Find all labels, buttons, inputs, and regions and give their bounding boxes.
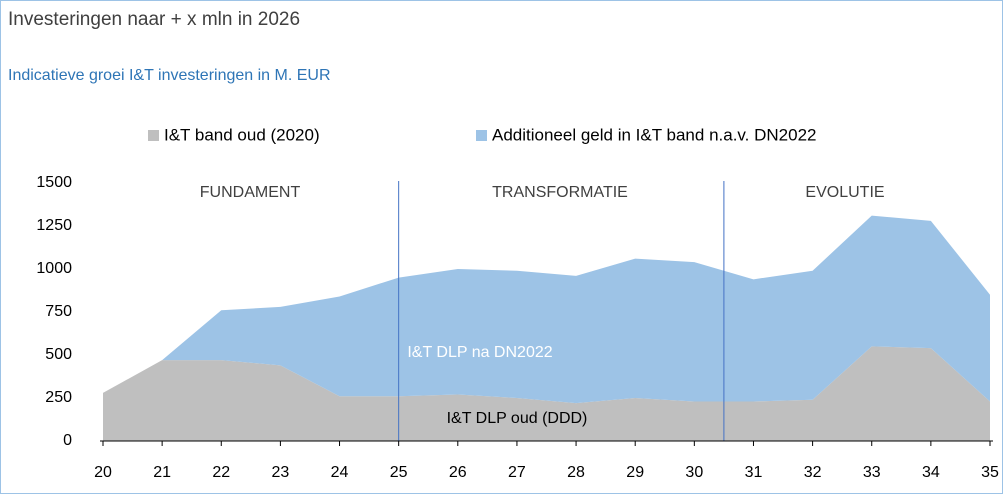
chart-subtitle: Indicatieve groei I&T investeringen in M…	[8, 67, 331, 84]
x-tick-label: 27	[508, 464, 526, 481]
x-tick-label: 28	[567, 464, 585, 481]
chart-title: Investeringen naar + x mln in 2026	[8, 9, 300, 30]
legend-swatch	[148, 130, 159, 141]
x-tick-label: 21	[153, 464, 171, 481]
x-tick-label: 24	[331, 464, 349, 481]
x-tick-label: 31	[745, 464, 763, 481]
legend-swatch	[476, 130, 487, 141]
legend-label: I&T band oud (2020)	[164, 125, 320, 144]
x-tick-label: 30	[685, 464, 703, 481]
x-tick-label: 20	[94, 464, 112, 481]
legend-label: Additioneel geld in I&T band n.a.v. DN20…	[492, 125, 816, 144]
x-tick-label: 35	[981, 464, 999, 481]
x-tick-label: 34	[922, 464, 940, 481]
x-tick-label: 23	[272, 464, 290, 481]
y-tick-label: 750	[45, 303, 72, 320]
area	[103, 215, 990, 404]
area	[103, 346, 990, 441]
x-tick-label: 26	[449, 464, 467, 481]
phase-label: TRANSFORMATIE	[492, 184, 628, 201]
phase-label: EVOLUTIE	[805, 184, 884, 201]
x-tick-label: 32	[804, 464, 822, 481]
area-label: I&T DLP na DN2022	[407, 344, 552, 361]
y-tick-label: 0	[63, 432, 72, 449]
x-tick-label: 25	[390, 464, 408, 481]
phase-label: FUNDAMENT	[200, 184, 301, 201]
y-tick-label: 500	[45, 346, 72, 363]
y-tick-label: 250	[45, 389, 72, 406]
y-tick-label: 1250	[36, 217, 72, 234]
x-tick-label: 22	[212, 464, 230, 481]
x-tick-label: 29	[626, 464, 644, 481]
y-tick-label: 1000	[36, 260, 72, 277]
x-tick-label: 33	[863, 464, 881, 481]
y-tick-label: 1500	[36, 174, 72, 191]
area-label: I&T DLP oud (DDD)	[447, 410, 588, 427]
